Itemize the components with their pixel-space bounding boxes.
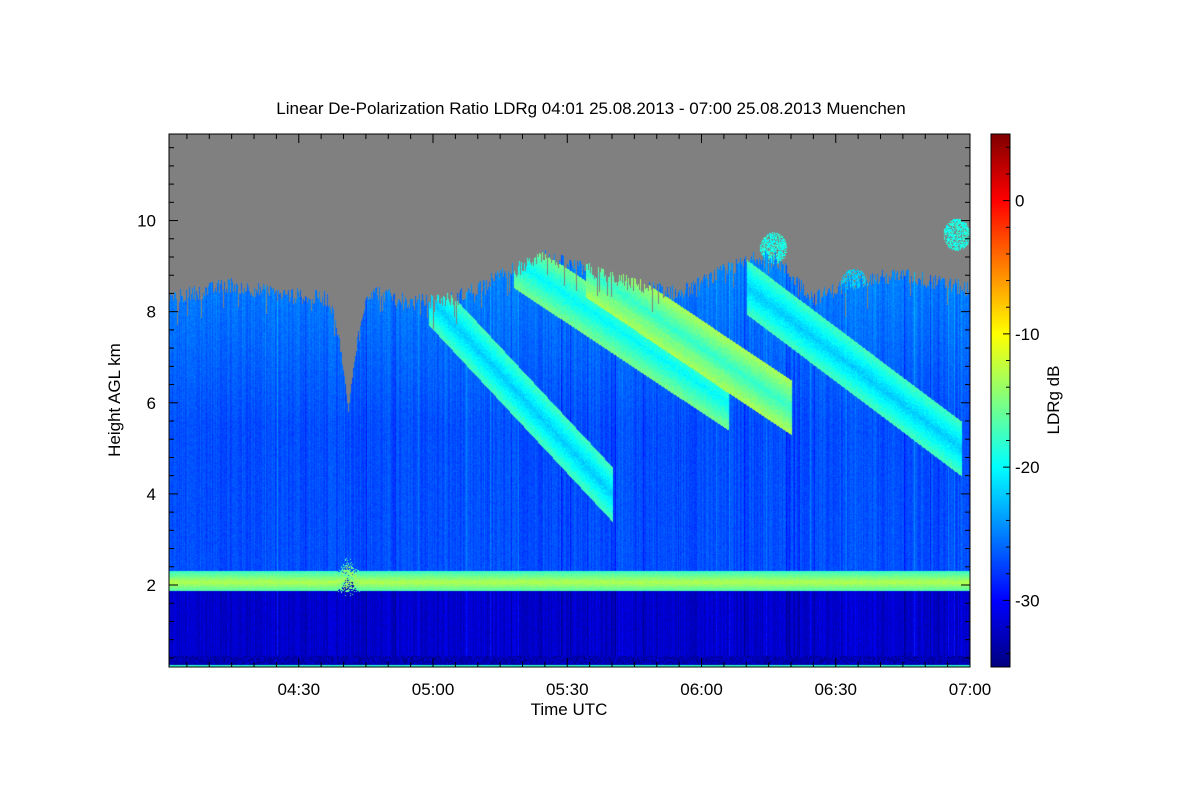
heatmap-image (169, 134, 970, 667)
x-tick-label: 05:30 (546, 680, 589, 699)
x-tick-label: 05:00 (412, 680, 455, 699)
y-tick-label: 10 (137, 212, 156, 231)
y-tick-label: 4 (147, 485, 156, 504)
chart-title: Linear De-Polarization Ratio LDRg 04:01 … (276, 99, 905, 118)
x-tick-label: 06:30 (814, 680, 857, 699)
y-axis-ticks: 2 4 6 8 10 (137, 147, 970, 659)
colorbar-tick-label: -10 (1015, 325, 1040, 344)
y-tick-label: 6 (147, 394, 156, 413)
colorbar-label: LDRg dB (1044, 366, 1063, 435)
colorbar-tick-label: -30 (1015, 591, 1040, 610)
x-axis-label: Time UTC (531, 700, 608, 719)
x-tick-label: 04:30 (277, 680, 320, 699)
x-tick-label: 06:00 (680, 680, 723, 699)
plot-border (168, 133, 971, 668)
y-axis-label: Height AGL km (105, 343, 124, 457)
colorbar-tick-label: -20 (1015, 458, 1040, 477)
colorbar-ticks: 0 -10 -20 -30 (1003, 146, 1040, 655)
x-axis-ticks: 04:30 05:00 05:30 06:00 06:30 07:00 (186, 134, 992, 699)
colorbar-tick-label: 0 (1015, 192, 1024, 211)
y-tick-label: 2 (147, 576, 156, 595)
x-tick-label: 07:00 (949, 680, 992, 699)
y-tick-label: 8 (147, 303, 156, 322)
colorbar (990, 133, 1011, 668)
